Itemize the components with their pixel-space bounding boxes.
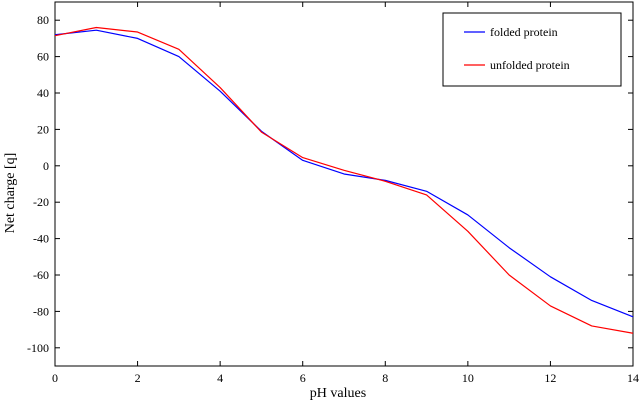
y-tick-label: 80 (37, 13, 49, 27)
x-tick-label: 10 (462, 371, 474, 385)
y-tick-label: 40 (37, 86, 49, 100)
x-tick-label: 14 (627, 371, 639, 385)
y-tick-label: 60 (37, 50, 49, 64)
x-tick-label: 0 (52, 371, 58, 385)
y-tick-label: -80 (33, 304, 49, 318)
series-line-unfolded (54, 26, 634, 334)
y-tick-label: -100 (27, 341, 49, 355)
x-tick-label: 6 (300, 371, 306, 385)
x-tick-label: 2 (135, 371, 141, 385)
series-line-folded (54, 29, 634, 318)
y-tick-label: -20 (33, 195, 49, 209)
axis-tick-labels: 0 2 4 6 8 10 12 14 -100 -80 -60 -40 -20 0 20 40 60 80 (27, 13, 639, 385)
x-axis-label: pH values (310, 386, 366, 401)
y-tick-label: 0 (43, 159, 49, 173)
x-tick-label: 12 (544, 371, 556, 385)
y-tick-label: -60 (33, 268, 49, 282)
x-tick-label: 4 (217, 371, 223, 385)
legend: folded protein unfolded protein (442, 12, 622, 87)
legend-label-folded: folded protein (490, 25, 558, 39)
legend-box (442, 12, 622, 87)
y-axis-label: Net charge [q] (3, 153, 18, 234)
series-lines (54, 26, 634, 334)
axis-ticks (54, 2, 634, 366)
x-tick-label: 8 (382, 371, 388, 385)
y-tick-label: 20 (37, 122, 49, 136)
legend-label-unfolded: unfolded protein (490, 58, 570, 72)
y-tick-label: -40 (33, 232, 49, 246)
